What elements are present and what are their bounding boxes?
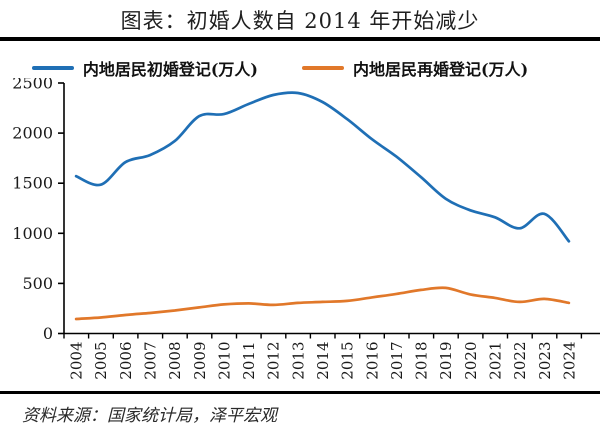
bottom-divider [0, 391, 600, 394]
svg-text:2019: 2019 [437, 342, 455, 380]
svg-text:2014: 2014 [314, 342, 332, 380]
legend-line-swatch-orange [302, 66, 344, 70]
svg-text:2009: 2009 [191, 342, 209, 380]
svg-text:2023: 2023 [536, 342, 554, 380]
svg-text:2000: 2000 [12, 124, 53, 143]
top-divider [0, 37, 600, 41]
svg-text:2012: 2012 [265, 342, 283, 380]
chart-title: 图表：初婚人数自 2014 年开始减少 [120, 9, 480, 33]
svg-text:2016: 2016 [363, 342, 381, 380]
svg-text:1500: 1500 [12, 174, 53, 193]
legend-line-swatch-blue [31, 66, 74, 70]
svg-text:0: 0 [43, 324, 53, 343]
chart-legend: 内地居民初婚登记(万人) 内地居民再婚登记(万人) [0, 56, 600, 80]
svg-text:2024: 2024 [560, 342, 578, 380]
series-line-first-marriage [74, 91, 571, 243]
svg-text:2021: 2021 [487, 342, 505, 380]
axes [63, 83, 600, 335]
svg-text:2020: 2020 [462, 342, 480, 380]
svg-text:2005: 2005 [92, 342, 110, 380]
series-line-remarriage [74, 286, 571, 321]
legend-label-first-marriage: 内地居民初婚登记(万人) [82, 60, 258, 79]
svg-text:2011: 2011 [240, 342, 258, 380]
svg-text:2015: 2015 [339, 342, 357, 380]
svg-text:2004: 2004 [68, 342, 86, 380]
x-axis-ticks [63, 333, 583, 339]
source-note: 资料来源：国家统计局，泽平宏观 [22, 406, 277, 426]
svg-text:500: 500 [22, 274, 53, 293]
legend-item-first-marriage: 内地居民初婚登记(万人) [31, 56, 258, 80]
svg-text:2007: 2007 [142, 342, 160, 380]
legend-label-remarriage: 内地居民再婚登记(万人) [353, 60, 529, 79]
line-chart: 0 500 1000 1500 2000 2500 2004 2005 2006 2007 2008… [12, 78, 600, 380]
svg-text:2006: 2006 [117, 342, 135, 380]
svg-text:2500: 2500 [12, 78, 53, 93]
x-axis-labels: 2004 2005 2006 2007 2008 2009 2010 2011 2012 2013… [68, 342, 579, 380]
svg-text:2010: 2010 [215, 342, 233, 380]
svg-text:2013: 2013 [289, 342, 307, 380]
legend-item-remarriage: 内地居民再婚登记(万人) [302, 56, 528, 80]
svg-text:2018: 2018 [413, 342, 431, 380]
svg-text:2008: 2008 [166, 342, 184, 380]
svg-text:1000: 1000 [12, 224, 53, 243]
svg-text:2022: 2022 [511, 342, 529, 380]
y-axis-ticks: 0 500 1000 1500 2000 2500 [12, 78, 64, 343]
svg-text:2017: 2017 [388, 342, 406, 380]
